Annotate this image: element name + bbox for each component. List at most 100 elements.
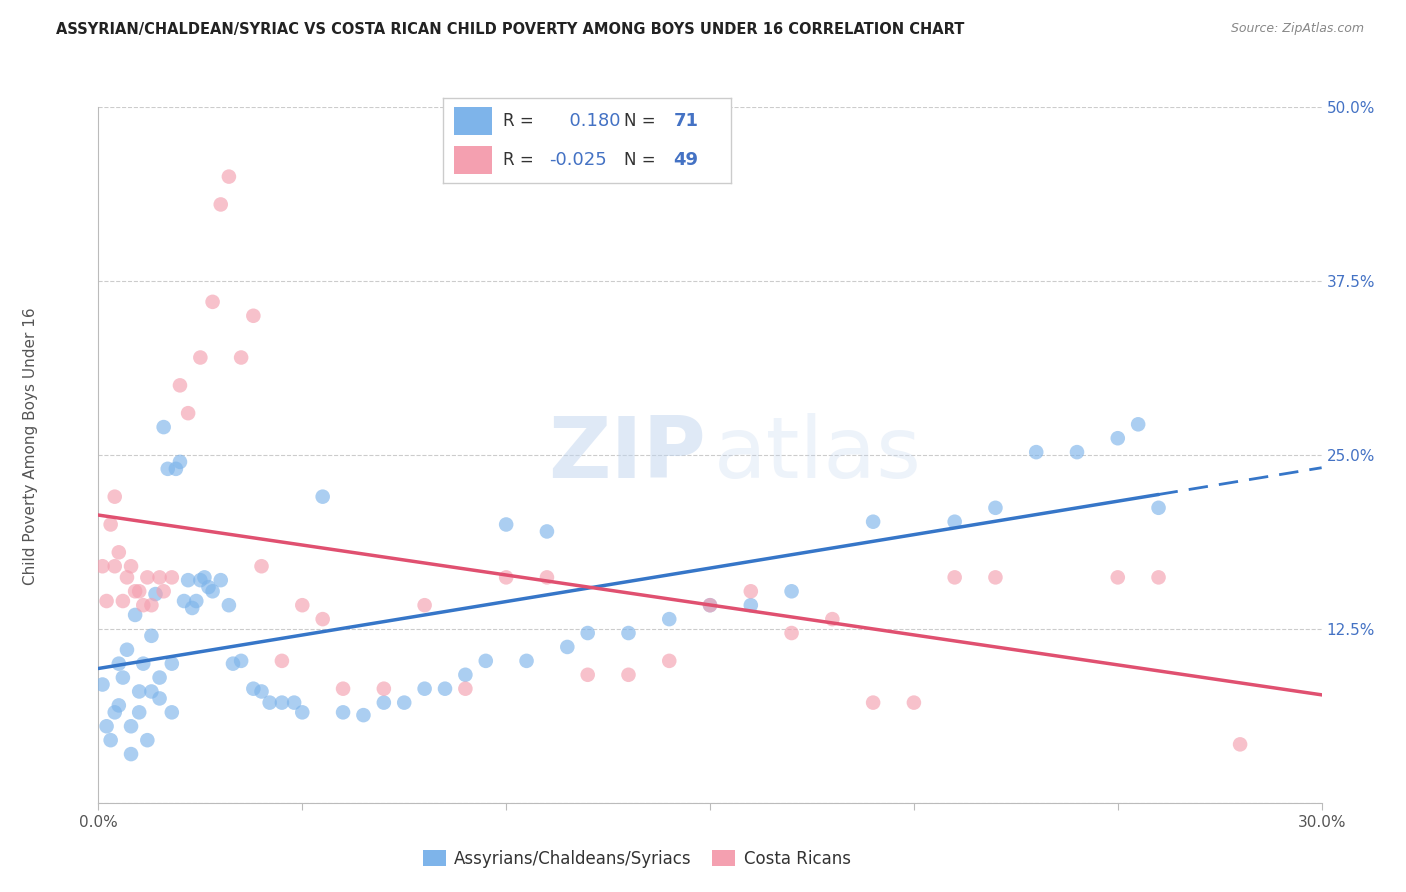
Point [984,570,1007,584]
Point [434,681,457,696]
Point [454,681,477,696]
Point [152,420,174,434]
Point [536,524,558,539]
Point [141,598,163,612]
Point [124,584,146,599]
Point [177,573,200,587]
Point [454,667,477,681]
Point [495,517,517,532]
Point [903,696,925,710]
Point [658,612,681,626]
Legend: Assyrians/Chaldeans/Syriacs, Costa Ricans: Assyrians/Chaldeans/Syriacs, Costa Rican… [416,843,858,874]
Text: Source: ZipAtlas.com: Source: ZipAtlas.com [1230,22,1364,36]
Point [188,573,212,587]
Point [780,584,803,599]
Point [1025,445,1047,459]
Point [111,671,134,685]
Point [242,681,264,696]
Point [283,696,305,710]
Point [91,559,114,574]
Point [270,654,294,668]
Point [555,640,579,654]
Point [115,642,138,657]
Point [1229,737,1251,751]
Point [136,570,159,584]
Point [145,587,167,601]
Point [136,733,159,747]
Text: 71: 71 [673,112,699,130]
Point [218,169,240,184]
Text: Child Poverty Among Boys Under 16: Child Poverty Among Boys Under 16 [24,307,38,585]
Point [1147,500,1170,515]
Point [181,601,204,615]
Point [392,696,416,710]
Text: R =: R = [503,112,534,130]
Point [156,462,179,476]
Point [740,584,762,599]
Point [862,515,884,529]
Point [120,559,142,574]
Point [332,681,354,696]
Point [1128,417,1150,432]
Text: N =: N = [624,112,657,130]
Point [96,719,118,733]
Point [352,708,374,723]
Point [141,629,163,643]
Point [104,559,127,574]
Point [373,681,395,696]
Point [1107,431,1129,445]
Point [242,309,264,323]
Point [1066,445,1088,459]
Point [108,545,131,559]
Point [740,598,762,612]
Point [699,598,721,612]
Point [862,696,884,710]
Text: 49: 49 [673,151,699,169]
Point [149,671,172,685]
Point [193,570,215,584]
Point [250,684,273,698]
Point [231,351,253,365]
Point [173,594,195,608]
Bar [454,145,492,174]
Point [780,626,803,640]
Point [312,490,335,504]
Point [108,657,131,671]
Point [209,573,232,587]
Point [516,654,538,668]
Point [128,584,150,599]
Point [128,684,150,698]
Point [1147,570,1170,584]
Text: 0.180: 0.180 [558,112,620,130]
Point [291,598,314,612]
Point [120,719,142,733]
Point [231,654,253,668]
Point [128,706,150,720]
Point [186,594,208,608]
Point [201,294,224,309]
Point [576,626,599,640]
Point [218,598,240,612]
Point [132,657,155,671]
Point [250,559,273,574]
Text: atlas: atlas [714,413,922,497]
Point [495,570,517,584]
Point [177,406,200,420]
Point [259,696,281,710]
Point [104,490,127,504]
Point [617,626,640,640]
Point [197,580,219,594]
Point [617,667,640,681]
Point [100,733,122,747]
Text: ASSYRIAN/CHALDEAN/SYRIAC VS COSTA RICAN CHILD POVERTY AMONG BOYS UNDER 16 CORREL: ASSYRIAN/CHALDEAN/SYRIAC VS COSTA RICAN … [56,22,965,37]
Point [111,594,134,608]
Point [188,351,212,365]
Point [96,594,118,608]
Point [821,612,844,626]
Point [270,696,294,710]
Point [576,667,599,681]
Point [413,681,436,696]
Point [104,706,127,720]
Point [149,691,172,706]
Bar [454,107,492,136]
